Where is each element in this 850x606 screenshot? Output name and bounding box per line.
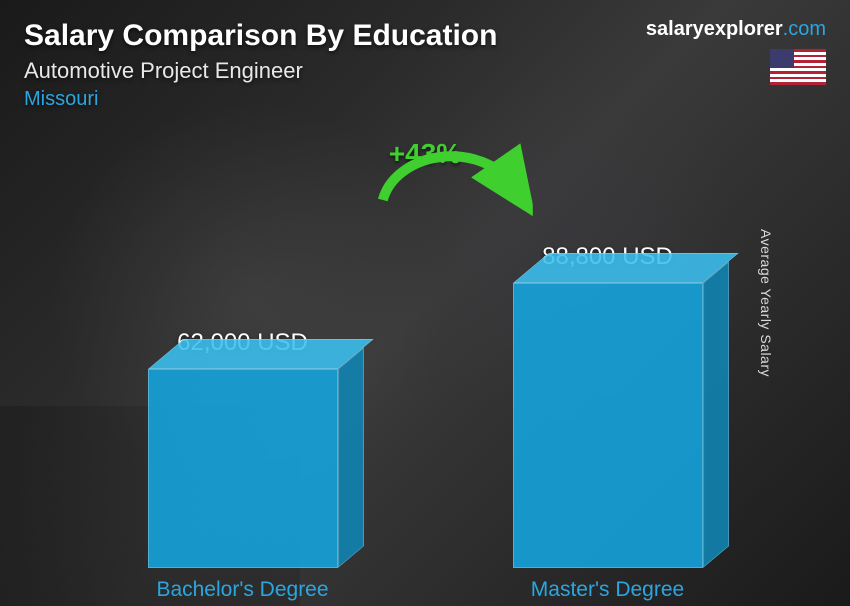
brand-name: salaryexplorer	[646, 18, 783, 40]
flag-us-icon	[770, 49, 826, 85]
page-location: Missouri	[24, 88, 497, 111]
percent-increase-text: +43%	[389, 138, 461, 170]
bar-chart: 62,000 USDBachelor's Degree 88,800 USDMas…	[60, 168, 790, 568]
bar-label: Master's Degree	[478, 578, 738, 602]
brand-logo: salaryexplorer.com	[646, 18, 826, 41]
brand-block: salaryexplorer.com	[646, 18, 826, 85]
brand-suffix: .com	[783, 18, 826, 40]
bar-group: 88,800 USDMaster's Degree	[513, 243, 703, 568]
bar-label: Bachelor's Degree	[113, 578, 373, 602]
title-block: Salary Comparison By Education Automotiv…	[24, 18, 497, 111]
page-title: Salary Comparison By Education	[24, 18, 497, 54]
page-subtitle: Automotive Project Engineer	[24, 58, 497, 84]
bar-group: 62,000 USDBachelor's Degree	[148, 329, 338, 568]
bar-3d	[148, 369, 338, 568]
header: Salary Comparison By Education Automotiv…	[24, 18, 826, 111]
percent-increase-badge: +43%	[389, 138, 461, 170]
bar-3d	[513, 283, 703, 568]
